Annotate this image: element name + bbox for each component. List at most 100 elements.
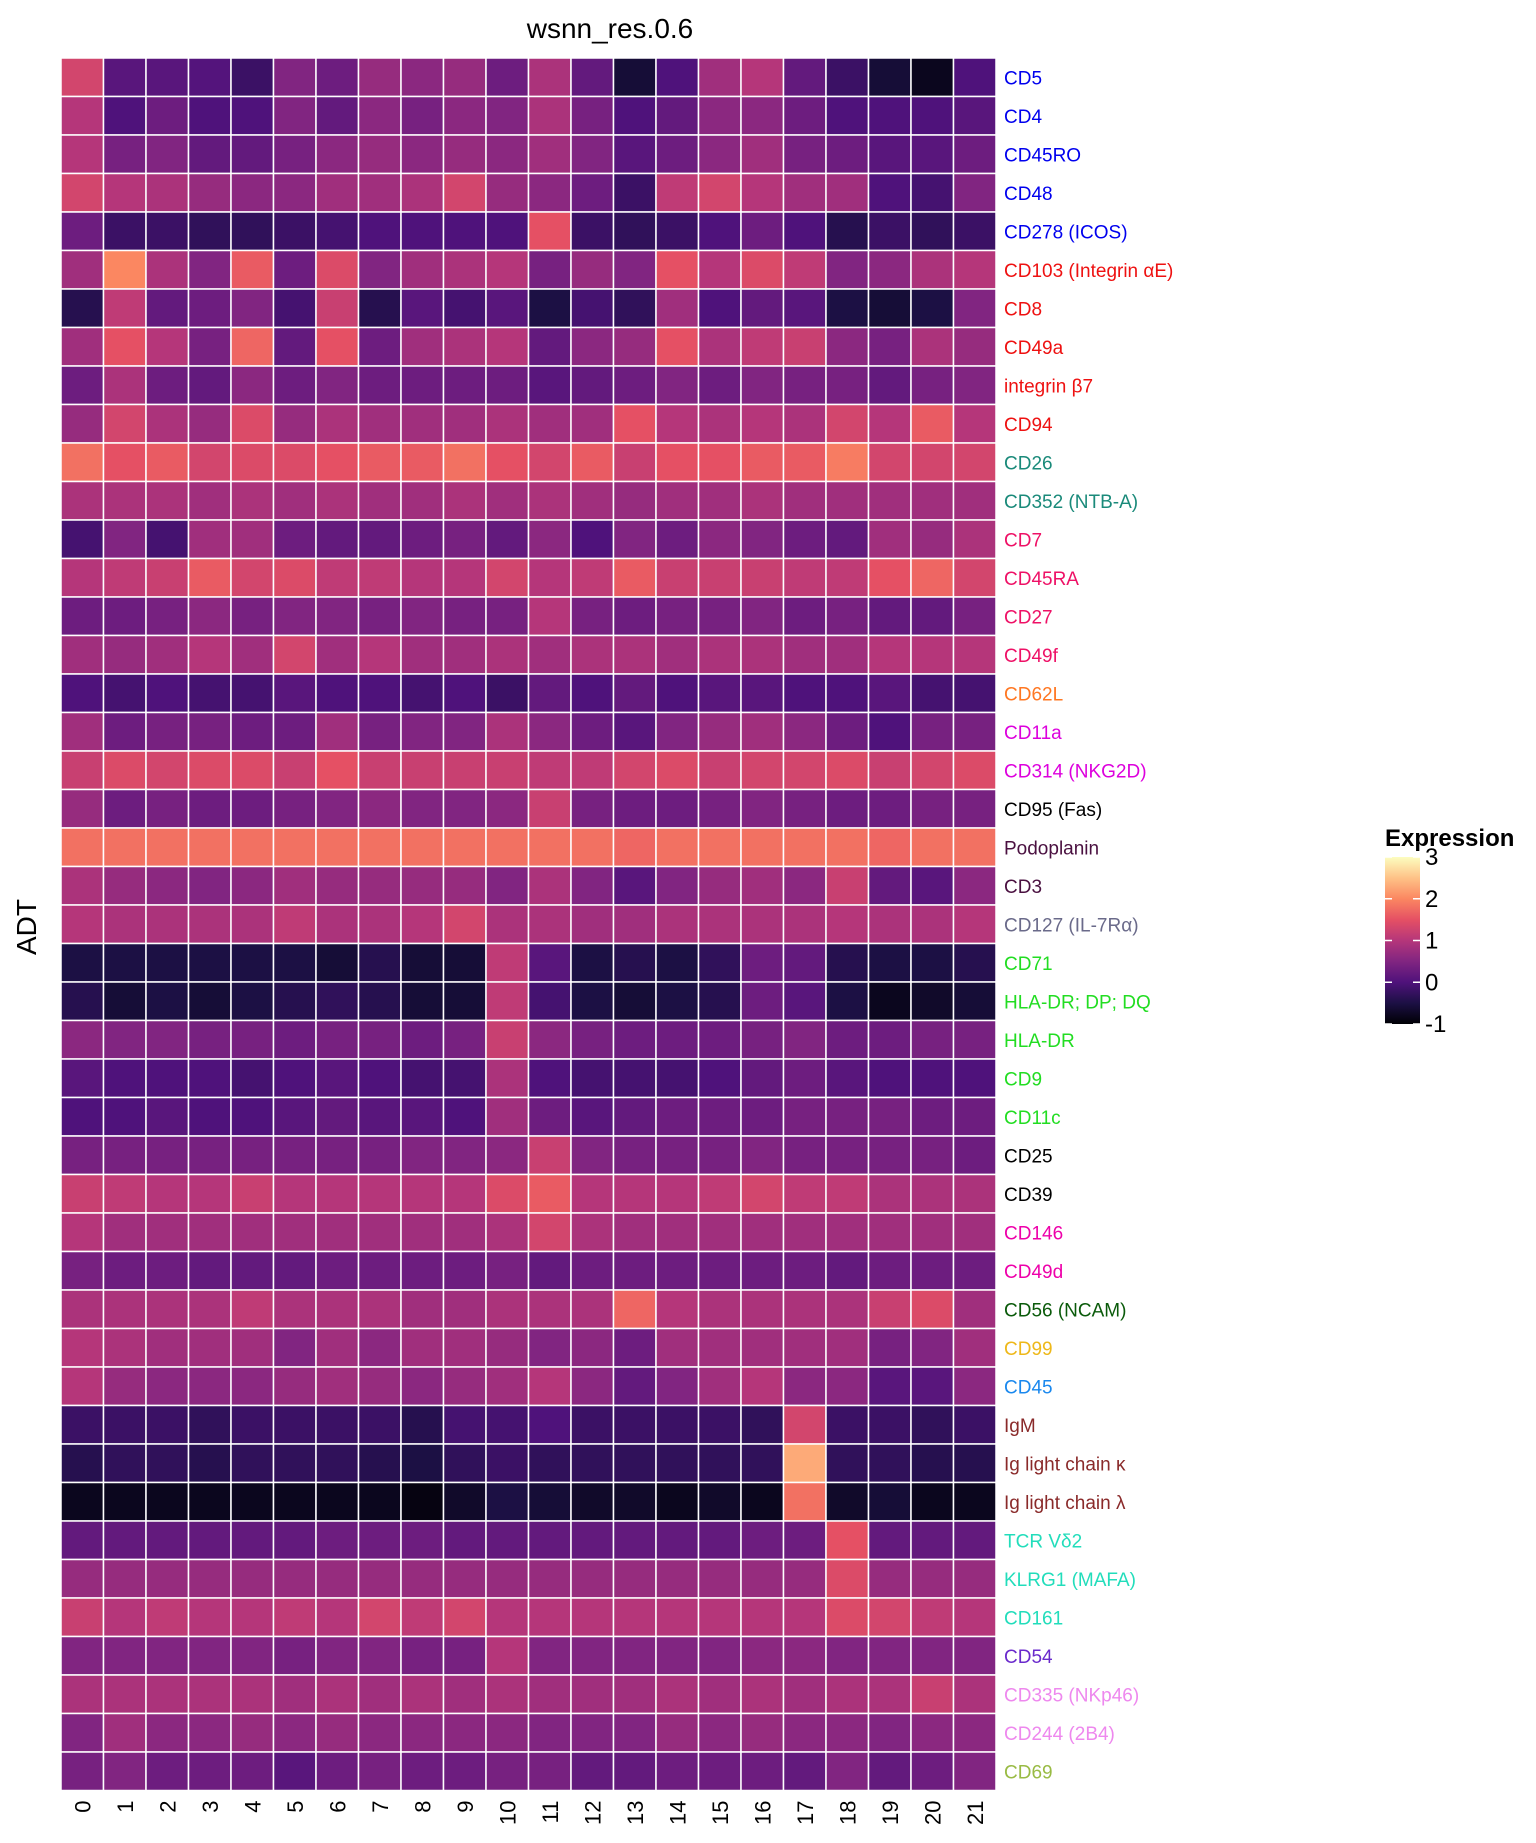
heatmap-cell bbox=[145, 95, 190, 136]
heatmap-cell bbox=[400, 95, 445, 136]
heatmap-cell bbox=[187, 365, 232, 406]
heatmap-cell bbox=[272, 442, 317, 483]
heatmap-cell bbox=[102, 596, 147, 637]
heatmap-cell bbox=[697, 403, 742, 444]
heatmap-cell bbox=[230, 442, 275, 483]
heatmap-cell bbox=[570, 596, 615, 637]
heatmap-cell bbox=[485, 288, 530, 329]
row-label: CD11a bbox=[1004, 723, 1062, 744]
heatmap-cell bbox=[272, 865, 317, 906]
row-label: CD69 bbox=[1004, 1762, 1053, 1783]
heatmap-cell bbox=[485, 1751, 530, 1792]
heatmap-cell bbox=[910, 1135, 955, 1176]
heatmap-cell bbox=[272, 1019, 317, 1060]
heatmap-cell bbox=[230, 365, 275, 406]
heatmap-cell bbox=[697, 288, 742, 329]
heatmap-cell bbox=[60, 1019, 105, 1060]
heatmap-cell bbox=[60, 596, 105, 637]
heatmap-cell bbox=[740, 1674, 785, 1715]
heatmap-cell bbox=[570, 1481, 615, 1522]
heatmap-cell bbox=[867, 95, 912, 136]
heatmap-cell bbox=[952, 1712, 997, 1753]
heatmap-cell bbox=[952, 1212, 997, 1253]
row-label: Ig light chain λ bbox=[1004, 1493, 1126, 1514]
heatmap-cell bbox=[400, 1481, 445, 1522]
heatmap-cell bbox=[357, 711, 402, 752]
heatmap-cell bbox=[570, 211, 615, 252]
heatmap-cell bbox=[825, 1058, 870, 1099]
heatmap-cell bbox=[910, 827, 955, 868]
heatmap-cell bbox=[485, 1250, 530, 1291]
heatmap-cell bbox=[315, 1173, 360, 1214]
heatmap-cell bbox=[187, 1597, 232, 1638]
legend-tick-label: 3 bbox=[1425, 844, 1438, 871]
heatmap-cell bbox=[230, 557, 275, 598]
heatmap-cell bbox=[740, 1135, 785, 1176]
heatmap-cell bbox=[357, 480, 402, 521]
heatmap-cell bbox=[485, 326, 530, 367]
heatmap-cell bbox=[697, 442, 742, 483]
heatmap-cell bbox=[187, 981, 232, 1022]
heatmap-cell bbox=[570, 95, 615, 136]
heatmap-cell bbox=[357, 1404, 402, 1445]
heatmap-cell bbox=[102, 249, 147, 290]
heatmap-cell bbox=[867, 827, 912, 868]
column-label: 0 bbox=[70, 1801, 95, 1813]
heatmap-cell bbox=[230, 1173, 275, 1214]
heatmap-cell bbox=[527, 1019, 572, 1060]
heatmap-cell bbox=[187, 557, 232, 598]
heatmap-cell bbox=[740, 1751, 785, 1792]
heatmap-cell bbox=[187, 1096, 232, 1137]
heatmap-cell bbox=[612, 827, 657, 868]
heatmap-cell bbox=[145, 711, 190, 752]
column-label: 8 bbox=[410, 1801, 435, 1813]
heatmap-cell bbox=[60, 519, 105, 560]
heatmap-cell bbox=[782, 1481, 827, 1522]
heatmap-cell bbox=[187, 442, 232, 483]
heatmap-cell bbox=[867, 249, 912, 290]
heatmap-cell bbox=[357, 442, 402, 483]
heatmap-cell bbox=[102, 1096, 147, 1137]
heatmap-cell bbox=[697, 942, 742, 983]
heatmap-cell bbox=[272, 557, 317, 598]
heatmap-cell bbox=[272, 1520, 317, 1561]
heatmap-cell bbox=[272, 1712, 317, 1753]
heatmap-cell bbox=[825, 750, 870, 791]
heatmap-cell bbox=[570, 1597, 615, 1638]
heatmap-cell bbox=[612, 95, 657, 136]
heatmap-cell bbox=[910, 1173, 955, 1214]
heatmap-cell bbox=[400, 1635, 445, 1676]
heatmap-cell bbox=[570, 673, 615, 714]
heatmap-cell bbox=[230, 403, 275, 444]
heatmap-cell bbox=[230, 95, 275, 136]
heatmap-cell bbox=[527, 442, 572, 483]
heatmap-cell bbox=[315, 211, 360, 252]
heatmap-cell bbox=[527, 1674, 572, 1715]
heatmap-cell bbox=[485, 1366, 530, 1407]
heatmap-cell bbox=[825, 1558, 870, 1599]
heatmap-cell bbox=[145, 557, 190, 598]
heatmap-cell bbox=[867, 1635, 912, 1676]
heatmap-cell bbox=[60, 1404, 105, 1445]
heatmap-cell bbox=[230, 750, 275, 791]
heatmap-cell bbox=[272, 57, 317, 98]
heatmap-cell bbox=[400, 634, 445, 675]
heatmap-cell bbox=[102, 1635, 147, 1676]
heatmap-cell bbox=[60, 942, 105, 983]
heatmap-cell bbox=[315, 1481, 360, 1522]
heatmap-cell bbox=[187, 1443, 232, 1484]
heatmap-cell bbox=[655, 172, 700, 213]
heatmap-cell bbox=[102, 1751, 147, 1792]
heatmap-cell bbox=[315, 865, 360, 906]
heatmap-cell bbox=[952, 1597, 997, 1638]
row-label: HLA-DR bbox=[1004, 1031, 1075, 1052]
row-label: CD71 bbox=[1004, 954, 1053, 975]
heatmap-cell bbox=[697, 249, 742, 290]
heatmap-cell bbox=[272, 1135, 317, 1176]
heatmap-cell bbox=[527, 519, 572, 560]
heatmap-cell bbox=[102, 326, 147, 367]
heatmap-cell bbox=[612, 249, 657, 290]
heatmap-cell bbox=[357, 1135, 402, 1176]
column-label: 1 bbox=[113, 1801, 138, 1813]
heatmap-cell bbox=[485, 1019, 530, 1060]
